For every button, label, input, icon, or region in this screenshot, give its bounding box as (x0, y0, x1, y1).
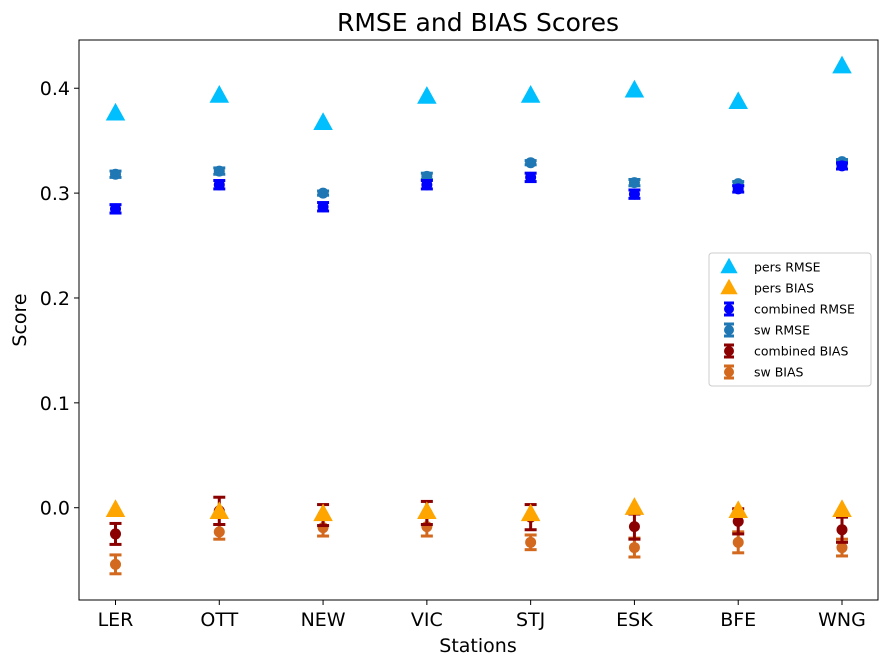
pers-bias-point (832, 499, 852, 517)
combined-rmse-point (317, 201, 329, 213)
pers-rmse-point (105, 102, 126, 121)
pers-bias-point (313, 503, 333, 522)
legend-marker-combined-bias (724, 346, 734, 356)
legend-entry-pers-bias: pers BIAS (720, 278, 814, 296)
sw-bias-point (836, 542, 848, 554)
sw-rmse-point (628, 177, 640, 189)
legend-entry-sw-bias: sw BIAS (724, 364, 804, 380)
combined-rmse-point (732, 183, 744, 195)
combined-rmse-point (213, 179, 225, 191)
sw-bias-point (628, 542, 640, 554)
sw-rmse-point (317, 187, 329, 199)
legend-label: sw RMSE (754, 323, 810, 338)
legend-label: pers RMSE (754, 260, 821, 275)
series-combined-rmse (109, 160, 848, 215)
combined-bias-point (732, 515, 744, 527)
pers-bias-point (520, 503, 541, 522)
legend: pers RMSE pers BIAS combined RMSE sw RMSE co… (708, 252, 872, 387)
y-tick-label: 0.3 (40, 183, 70, 205)
sw-bias-point (110, 558, 121, 570)
legend-entry-combined-bias: combined BIAS (724, 343, 848, 359)
x-tick-label: WNG (818, 609, 866, 631)
y-axis: 0.0 0.1 0.2 0.3 0.4 (40, 78, 79, 520)
sw-rmse-point (525, 157, 537, 169)
legend-marker-sw-bias (724, 367, 734, 377)
pers-bias-point (209, 501, 230, 520)
combined-rmse-point (628, 188, 640, 200)
legend-entry-pers-rmse: pers RMSE (720, 257, 821, 275)
chart-title: RMSE and BIAS Scores (337, 8, 619, 37)
sw-bias-point (525, 536, 537, 548)
combined-rmse-point (421, 179, 433, 191)
pers-rmse-point (728, 91, 748, 110)
combined-rmse-point (525, 171, 537, 183)
pers-bias-point (624, 497, 645, 515)
combined-rmse-point (836, 160, 848, 172)
pers-rmse-point (417, 86, 437, 104)
y-tick-label: 0.0 (40, 498, 70, 520)
legend-label: pers BIAS (754, 281, 814, 296)
x-tick-label: OTT (200, 609, 238, 631)
x-tick-label: ESK (616, 609, 653, 631)
x-tick-label: VIC (411, 609, 443, 631)
legend-label: sw BIAS (754, 365, 804, 380)
sw-bias-point (732, 536, 744, 548)
series-pers-bias (105, 497, 852, 522)
y-tick-label: 0.2 (40, 288, 70, 310)
combined-rmse-point (110, 203, 121, 215)
data-marks (105, 55, 852, 576)
x-tick-label: BFE (720, 609, 756, 631)
y-axis-title: Score (9, 293, 31, 346)
pers-rmse-point (624, 79, 645, 98)
sw-bias-point (213, 526, 225, 538)
x-tick-label: NEW (301, 609, 346, 631)
plot-area-frame (78, 39, 879, 601)
pers-rmse-point (520, 85, 541, 103)
legend-label: combined BIAS (754, 344, 848, 359)
sw-rmse-point (213, 165, 225, 177)
legend-marker-sw-rmse (724, 325, 734, 335)
pers-bias-point (728, 500, 748, 519)
combined-bias-point (836, 524, 848, 536)
legend-frame (708, 252, 872, 387)
combined-bias-point (628, 521, 640, 533)
pers-bias-point (105, 499, 126, 517)
pers-rmse-point (313, 112, 333, 130)
legend-marker-pers-rmse (720, 257, 738, 274)
pers-rmse-point (832, 55, 852, 74)
y-tick-label: 0.1 (40, 393, 70, 415)
legend-entry-combined-rmse: combined RMSE (724, 301, 855, 317)
pers-bias-point (417, 501, 437, 520)
combined-bias-point (110, 528, 121, 540)
legend-marker-pers-bias (720, 278, 738, 295)
series-pers-rmse (105, 55, 852, 130)
sw-rmse-point (110, 168, 121, 180)
legend-label: combined RMSE (754, 302, 855, 317)
y-tick-label: 0.4 (40, 78, 70, 100)
x-tick-label: STJ (516, 609, 545, 631)
legend-entry-sw-rmse: sw RMSE (724, 322, 810, 338)
legend-marker-combined-rmse (724, 304, 734, 314)
x-axis: LER OTT NEW VIC STJ ESK BFE WNG (98, 600, 866, 631)
pers-rmse-point (209, 85, 230, 103)
x-axis-title: Stations (439, 635, 516, 657)
x-tick-label: LER (98, 609, 134, 631)
